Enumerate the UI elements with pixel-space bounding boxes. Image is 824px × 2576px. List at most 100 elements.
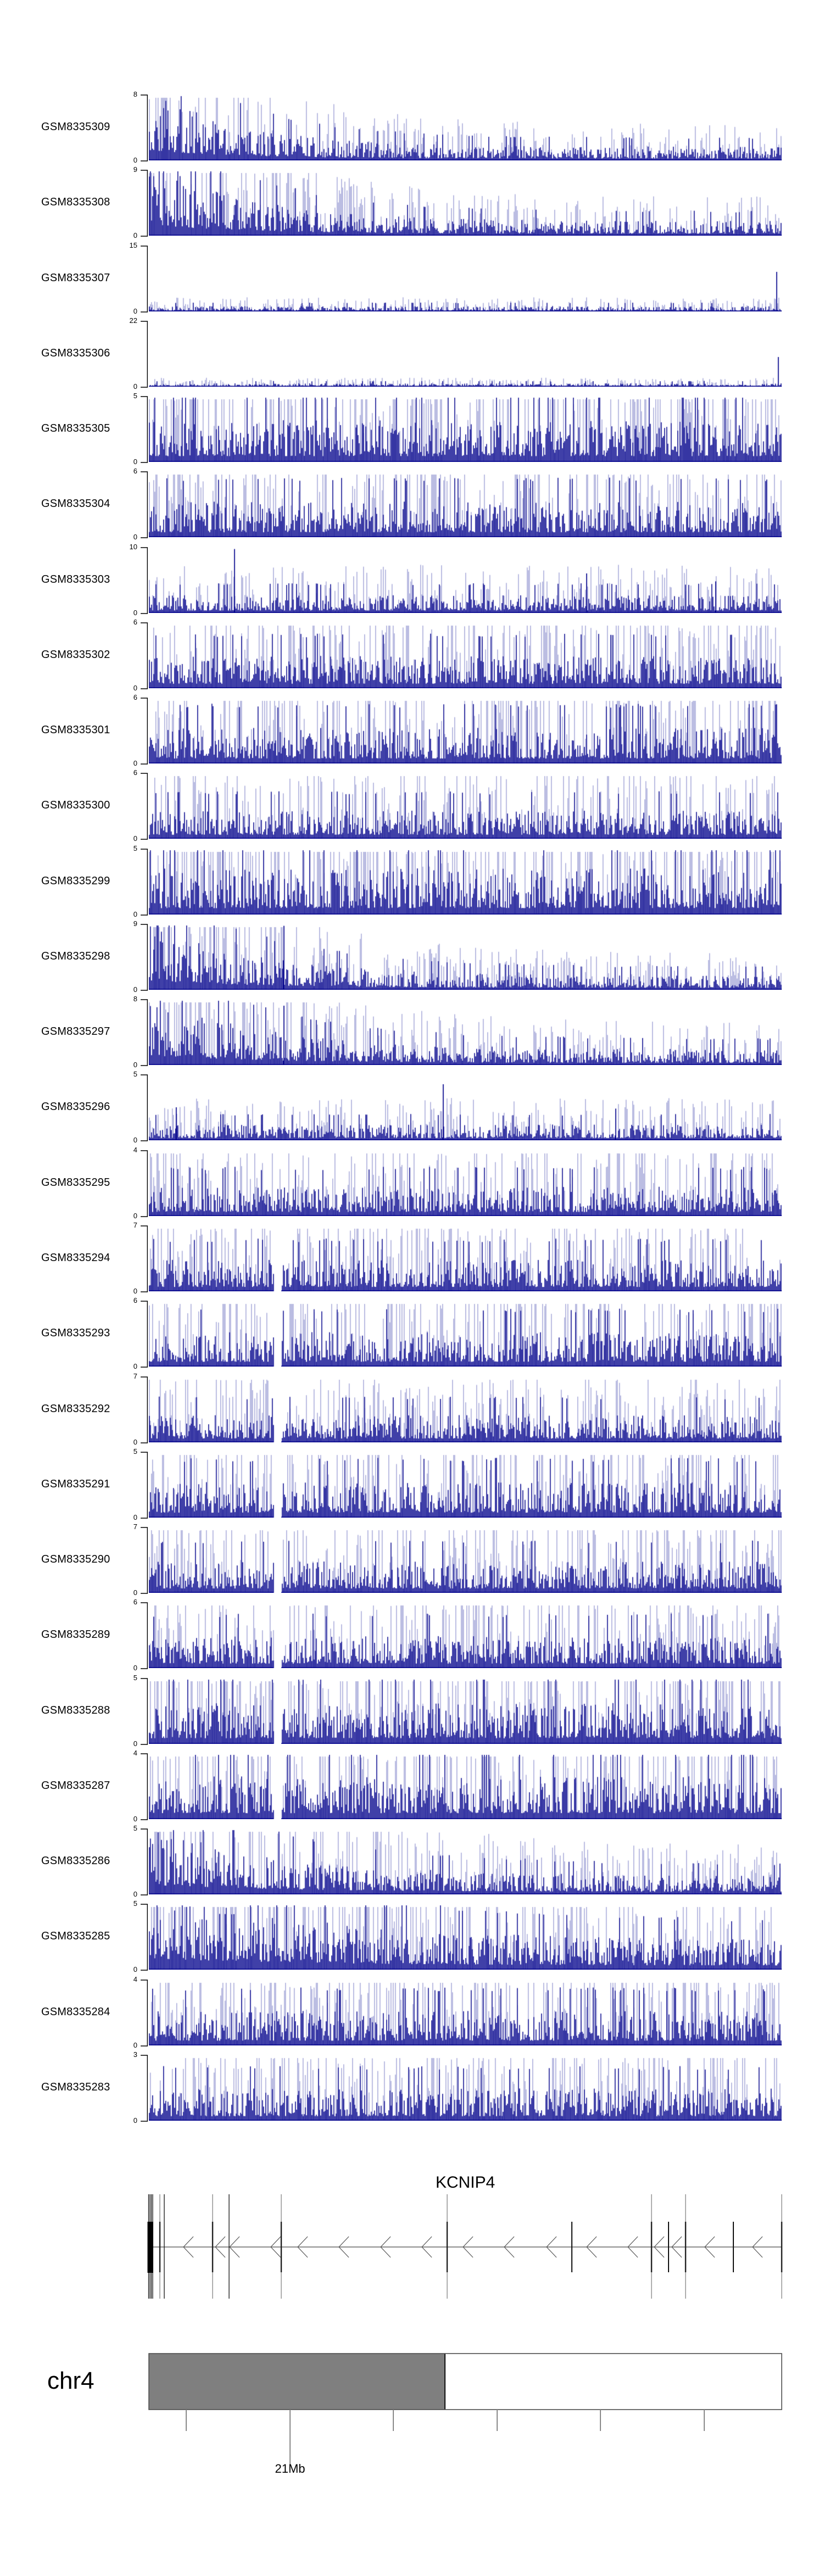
y-axis-zero-label: 0: [133, 231, 137, 240]
minus-strand-arrow-icon: [504, 2236, 515, 2258]
y-axis-max-label: 9: [133, 165, 137, 174]
track-label: GSM8335309: [41, 121, 110, 133]
coverage-histogram: [149, 1301, 782, 1367]
track-label: GSM8335289: [41, 1629, 110, 1641]
coverage-histogram: [149, 170, 782, 236]
y-axis-zero-label: 0: [133, 1890, 137, 1899]
minus-strand-arrow-icon: [270, 2236, 281, 2258]
minus-strand-arrow-icon: [627, 2236, 638, 2258]
track-label: GSM8335306: [41, 347, 110, 359]
y-axis-zero-label: 0: [133, 2116, 137, 2125]
track-label: GSM8335297: [41, 1025, 110, 1038]
minus-strand-arrow-icon: [586, 2236, 597, 2258]
coverage-histogram: [149, 1150, 782, 1216]
track-label: GSM8335296: [41, 1101, 110, 1113]
coverage-histogram: [149, 1602, 782, 1669]
y-axis-bracket: [141, 1225, 148, 1292]
track-label: GSM8335288: [41, 1704, 110, 1716]
y-axis-zero-label: 0: [133, 985, 137, 994]
chromosome-ideogram: [148, 2353, 782, 2465]
minus-strand-arrow-icon: [297, 2236, 308, 2258]
coverage-histogram: [149, 1677, 782, 1744]
y-axis-max-label: 10: [129, 542, 137, 551]
y-axis-zero-label: 0: [133, 1061, 137, 1069]
coverage-histogram: [149, 245, 782, 311]
track-label: GSM8335298: [41, 950, 110, 962]
track-label: GSM8335287: [41, 1779, 110, 1792]
y-axis-zero-label: 0: [133, 1814, 137, 1823]
y-axis-bracket: [141, 1301, 148, 1368]
minus-strand-arrow-icon: [421, 2236, 432, 2258]
track-label: GSM8335283: [41, 2081, 110, 2093]
y-axis-zero-label: 0: [133, 608, 137, 617]
y-axis-bracket: [141, 396, 148, 463]
y-axis-zero-label: 0: [133, 1513, 137, 1521]
y-axis-max-label: 5: [133, 1673, 137, 1682]
y-axis-max-label: 4: [133, 1975, 137, 1983]
y-axis-max-label: 5: [133, 844, 137, 852]
y-axis-max-label: 6: [133, 1296, 137, 1305]
minus-strand-arrow-icon: [229, 2236, 240, 2258]
y-axis-bracket: [141, 1452, 148, 1519]
y-axis-max-label: 4: [133, 1748, 137, 1757]
minus-strand-arrow-icon: [463, 2236, 474, 2258]
y-axis-zero-label: 0: [133, 306, 137, 315]
minus-strand-arrow-icon: [654, 2236, 665, 2258]
coverage-histogram: [149, 773, 782, 839]
chromosome-label: chr4: [47, 2367, 94, 2394]
exon-cds-block: [147, 2222, 153, 2273]
y-axis-bracket: [141, 1376, 148, 1443]
y-axis-max-label: 6: [133, 617, 137, 626]
track-label: GSM8335308: [41, 196, 110, 209]
y-axis-max-label: 6: [133, 467, 137, 476]
y-axis-bracket: [141, 1828, 148, 1895]
y-axis-max-label: 15: [129, 241, 137, 249]
y-axis-max-label: 5: [133, 1447, 137, 1456]
track-label: GSM8335284: [41, 2005, 110, 2018]
y-axis-zero-label: 0: [133, 1211, 137, 1220]
y-axis-bracket: [141, 1904, 148, 1971]
coverage-histogram: [149, 1753, 782, 1819]
y-axis-bracket: [141, 321, 148, 388]
gene-name-label: KCNIP4: [435, 2173, 495, 2192]
y-axis-zero-label: 0: [133, 382, 137, 391]
y-axis-bracket: [141, 547, 148, 614]
track-label: GSM8335286: [41, 1855, 110, 1867]
track-label: GSM8335285: [41, 1930, 110, 1943]
y-axis-bracket: [141, 245, 148, 313]
coverage-histogram: [149, 1979, 782, 2045]
coverage-histogram: [149, 1376, 782, 1442]
y-axis-bracket: [141, 471, 148, 539]
y-axis-bracket: [141, 622, 148, 689]
y-axis-bracket: [141, 2055, 148, 2122]
y-axis-max-label: 4: [133, 1145, 137, 1154]
coverage-histogram: [149, 698, 782, 764]
minus-strand-arrow-icon: [704, 2236, 715, 2258]
track-label: GSM8335292: [41, 1402, 110, 1415]
y-axis-zero-label: 0: [133, 683, 137, 692]
y-axis-max-label: 7: [133, 1371, 137, 1380]
track-label: GSM8335304: [41, 498, 110, 510]
track-label: GSM8335293: [41, 1327, 110, 1340]
minus-strand-arrow-icon: [380, 2236, 391, 2258]
y-axis-zero-label: 0: [133, 533, 137, 542]
coverage-histogram: [149, 1074, 782, 1141]
y-axis-zero-label: 0: [133, 2040, 137, 2049]
coverage-histogram: [149, 1225, 782, 1292]
track-label: GSM8335299: [41, 874, 110, 887]
coverage-histogram: [149, 1451, 782, 1518]
y-axis-zero-label: 0: [133, 1588, 137, 1597]
track-label: GSM8335295: [41, 1176, 110, 1189]
coverage-histogram: [149, 999, 782, 1066]
y-axis-zero-label: 0: [133, 1362, 137, 1371]
minus-strand-arrow-icon: [752, 2236, 763, 2258]
y-axis-zero-label: 0: [133, 1664, 137, 1672]
minus-strand-arrow-icon: [546, 2236, 557, 2258]
y-axis-max-label: 8: [133, 90, 137, 98]
y-axis-max-label: 5: [133, 1899, 137, 1908]
coverage-histogram: [149, 471, 782, 538]
gene-model-track: [147, 2194, 783, 2299]
coverage-histogram: [149, 94, 782, 160]
coverage-histogram: [149, 622, 782, 688]
track-label: GSM8335303: [41, 573, 110, 586]
